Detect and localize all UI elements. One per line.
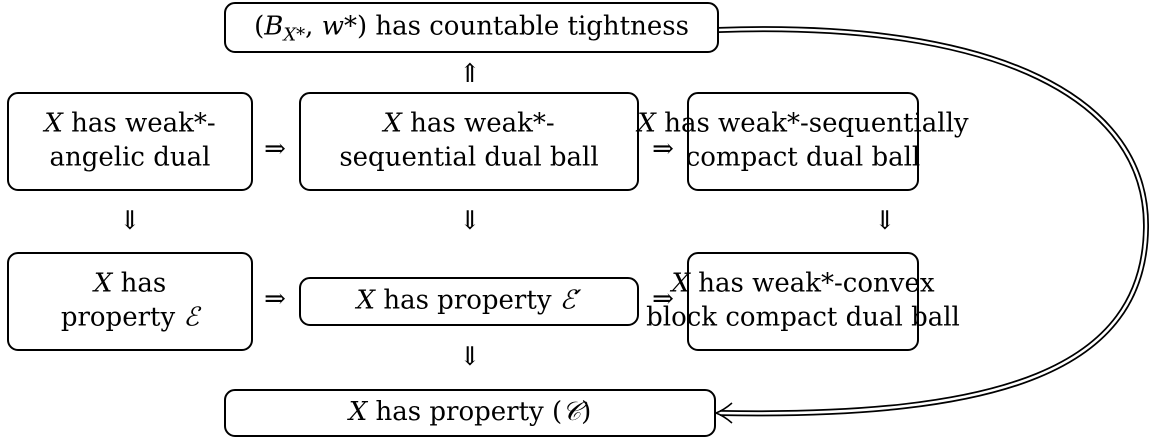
- node-label: (BX*, w*) has countable tightness: [254, 12, 689, 46]
- label-part: X*: [281, 25, 305, 46]
- label-part: X: [42, 109, 64, 139]
- node-box: [224, 389, 716, 437]
- node-box: [7, 92, 253, 191]
- node: X has weak*-sequentially compact dual bal…: [635, 92, 969, 191]
- label-part: sequential dual ball: [339, 143, 598, 173]
- label-part: compact dual ball: [686, 143, 921, 173]
- node-box: [299, 92, 639, 191]
- label-part: *) has countable tightness: [344, 12, 689, 42]
- label-part: property: [61, 303, 184, 333]
- node: X has weak*-convex block compact dual bal…: [646, 252, 960, 351]
- node: X has property ℰ: [7, 252, 253, 351]
- label-part: has weak*-: [402, 109, 555, 139]
- implication-arrow: ⇒: [652, 134, 674, 164]
- node: X has weak*- sequential dual ball: [299, 92, 639, 191]
- label-part: X: [355, 286, 377, 316]
- label-part: block compact dual ball: [646, 303, 960, 333]
- label-part: w: [322, 12, 344, 42]
- implication-arrow: ⇒: [264, 134, 286, 164]
- node-label: angelic dual: [50, 143, 211, 173]
- label-part: has weak*-: [63, 109, 216, 139]
- label-part: X: [347, 397, 369, 427]
- label-part: (: [254, 12, 264, 42]
- label-part: has property: [375, 286, 560, 316]
- label-part: X: [669, 269, 691, 299]
- label-part: B: [263, 12, 283, 42]
- label-part: has weak*-sequentially: [656, 109, 969, 139]
- label-part: ): [581, 397, 591, 427]
- node-label: property ℰ: [61, 303, 202, 333]
- implication-arrow: ⇑: [459, 59, 481, 89]
- node-box: [299, 277, 639, 326]
- implication-arrow: ⇒: [652, 284, 674, 314]
- node: X has weak*- angelic dual: [7, 92, 253, 191]
- implication-arrow: ⇓: [459, 206, 481, 236]
- node-box: [687, 252, 919, 351]
- label-part: has weak*-convex: [690, 269, 935, 299]
- label-part: ,: [305, 12, 322, 42]
- label-part: has: [112, 269, 166, 299]
- node-label: X has weak*-: [381, 109, 554, 139]
- label-part: X: [635, 109, 657, 139]
- node-label: X has: [92, 269, 166, 299]
- node-box: [687, 92, 919, 191]
- node-box: [7, 252, 253, 351]
- node-label: block compact dual ball: [646, 303, 960, 333]
- implication-arrow: ⇓: [874, 206, 896, 236]
- label-part: ℰ: [183, 303, 201, 333]
- implication-arrow: ⇓: [119, 206, 141, 236]
- node-label: X has property (𝒞): [347, 397, 592, 427]
- implication-arrow: ⇒: [264, 284, 286, 314]
- node: X has property (𝒞): [224, 389, 716, 437]
- label-part: X: [381, 109, 403, 139]
- node-label: X has property ℰ′: [355, 286, 582, 316]
- node-label: sequential dual ball: [339, 143, 598, 173]
- node: (BX*, w*) has countable tightness: [224, 2, 719, 53]
- label-part: ℰ′: [560, 286, 582, 316]
- curved-implication: [713, 26, 1150, 424]
- node: X has property ℰ′: [299, 277, 639, 326]
- node-label: X has weak*-sequentially: [635, 109, 968, 139]
- node-label: X has weak*-convex: [669, 269, 934, 299]
- label-part: X: [92, 269, 114, 299]
- implication-arrow: ⇓: [459, 342, 481, 372]
- node-label: X has weak*-: [42, 109, 215, 139]
- node-label: compact dual ball: [686, 143, 921, 173]
- label-part: has property (: [367, 397, 562, 427]
- label-part: angelic dual: [50, 143, 211, 173]
- node-box: [224, 2, 719, 53]
